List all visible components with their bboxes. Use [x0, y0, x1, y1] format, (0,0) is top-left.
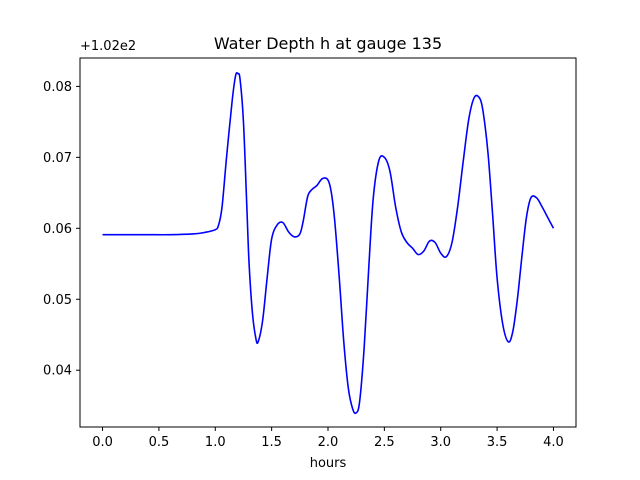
y-tick-label: 0.05 [43, 293, 72, 308]
x-tick-label: 1.0 [205, 435, 226, 450]
x-tick-label: 2.0 [318, 435, 339, 450]
y-axis-ticks: 0.04 0.05 0.06 0.07 0.08 [43, 80, 80, 379]
x-tick-label: 4.0 [543, 435, 564, 450]
x-tick-label: 1.5 [261, 435, 282, 450]
x-tick-label: 0.0 [92, 435, 113, 450]
chart-title: Water Depth h at gauge 135 [214, 34, 442, 53]
x-tick-label: 2.5 [374, 435, 395, 450]
x-tick-label: 3.5 [487, 435, 508, 450]
x-axis-ticks: 0.0 0.5 1.0 1.5 2.0 2.5 3.0 3.5 4.0 [92, 427, 564, 450]
y-tick-label: 0.06 [43, 222, 72, 237]
x-tick-label: 3.0 [430, 435, 451, 450]
series-line [102, 71, 555, 415]
y-offset-label: +1.02e2 [80, 39, 136, 54]
x-tick-label: 0.5 [149, 435, 170, 450]
y-tick-label: 0.04 [43, 364, 72, 379]
x-axis-label: hours [310, 456, 347, 471]
y-tick-label: 0.07 [43, 151, 72, 166]
y-tick-label: 0.08 [43, 80, 72, 95]
